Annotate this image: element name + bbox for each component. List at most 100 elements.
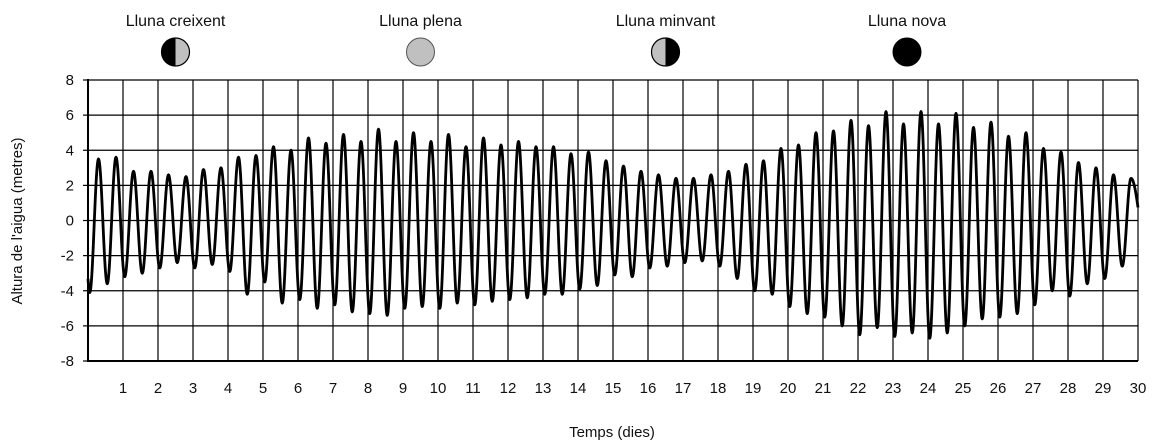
tide-point <box>631 275 634 278</box>
tide-point <box>920 110 923 113</box>
tide-point <box>902 122 905 125</box>
x-tick-label: 12 <box>500 380 517 397</box>
moon-full-icon <box>406 37 435 67</box>
tide-point <box>368 312 371 315</box>
y-tick-labels: 8 6 4 2 0 -2 -4 -6 -8 <box>61 72 74 370</box>
moon-phase-label: Lluna creixent <box>126 13 226 30</box>
moon-dark-half <box>665 38 680 66</box>
tide-point <box>858 333 861 336</box>
tide-point <box>185 175 188 178</box>
tide-point <box>115 156 118 159</box>
x-tick-label: 15 <box>605 380 622 397</box>
tide-point <box>246 293 249 296</box>
tide-point <box>1051 289 1054 292</box>
y-tick-label: 0 <box>66 213 74 230</box>
tide-point <box>211 263 214 266</box>
tide-series-line <box>86 110 1140 340</box>
tide-point <box>990 121 993 124</box>
tide-point <box>1086 282 1089 285</box>
tide-point <box>97 158 100 161</box>
tide-point <box>395 140 398 143</box>
tide-point <box>500 143 503 146</box>
x-tick-label: 22 <box>850 380 867 397</box>
tide-point <box>202 168 205 171</box>
tide-point <box>421 305 424 308</box>
tide-point <box>998 316 1001 319</box>
x-tick-label: 19 <box>745 380 762 397</box>
y-tick-label: 8 <box>66 72 74 89</box>
x-tick-label: 17 <box>675 380 692 397</box>
tide-point <box>508 298 511 301</box>
tide-point <box>351 310 354 313</box>
tide-point <box>403 307 406 310</box>
tide-point <box>1016 312 1019 315</box>
y-tick-label: -8 <box>61 353 74 370</box>
y-tick-label: -4 <box>61 283 74 300</box>
tide-point <box>360 140 363 143</box>
tide-point <box>482 136 485 139</box>
tide-point <box>141 272 144 275</box>
tide-point <box>1112 173 1115 176</box>
tide-point <box>1103 277 1106 280</box>
x-tick-label: 25 <box>955 380 972 397</box>
x-tick-label: 29 <box>1095 380 1112 397</box>
tide-point <box>543 293 546 296</box>
tide-point <box>718 265 721 268</box>
x-tick-label: 5 <box>259 380 267 397</box>
x-tick-label: 10 <box>430 380 447 397</box>
tide-point <box>158 266 161 269</box>
x-tick-label: 18 <box>710 380 727 397</box>
tide-point <box>220 166 223 169</box>
moon-dark-half <box>161 38 176 66</box>
tide-point <box>893 335 896 338</box>
tide-point <box>762 159 765 162</box>
tide-point <box>745 163 748 166</box>
tide-point <box>771 293 774 296</box>
x-tick-label: 8 <box>364 380 372 397</box>
tide-point <box>412 131 415 134</box>
tide-point <box>937 122 940 125</box>
tide-point <box>342 133 345 136</box>
tide-point <box>727 170 730 173</box>
axes <box>87 79 1138 362</box>
tide-point <box>290 149 293 152</box>
tide-point <box>255 154 258 157</box>
tide-point <box>946 331 949 334</box>
tide-point <box>596 284 599 287</box>
tide-point <box>465 145 468 148</box>
tide-point <box>657 173 660 176</box>
moon-phase-label: Lluna nova <box>868 13 946 30</box>
tide-point <box>237 156 240 159</box>
tide-point <box>981 317 984 320</box>
moon-new-icon <box>892 37 922 67</box>
tide-point <box>281 302 284 305</box>
tide-point <box>683 261 686 264</box>
tide-point <box>307 136 310 139</box>
tide-point <box>377 128 380 131</box>
tide-point <box>605 159 608 162</box>
tide-point <box>193 266 196 269</box>
tide-point <box>788 305 791 308</box>
y-tick-label: 4 <box>66 142 74 159</box>
tide-point <box>911 331 914 334</box>
x-tick-label: 28 <box>1060 380 1077 397</box>
tide-point <box>430 140 433 143</box>
x-tick-label: 3 <box>189 380 197 397</box>
tide-point <box>640 170 643 173</box>
tide-point <box>701 259 704 262</box>
tide-point <box>1033 303 1036 306</box>
y-tick-label: 2 <box>66 177 74 194</box>
tide-point <box>876 326 879 329</box>
tide-point <box>648 266 651 269</box>
tide-point <box>692 177 695 180</box>
tide-point <box>675 177 678 180</box>
tide-point <box>1025 131 1028 134</box>
tide-point <box>587 151 590 154</box>
tide-point <box>613 273 616 276</box>
moon-disc <box>406 37 435 67</box>
tide-point <box>561 293 564 296</box>
tide-point <box>666 265 669 268</box>
tide-point <box>263 280 266 283</box>
tide-point <box>1095 166 1098 169</box>
